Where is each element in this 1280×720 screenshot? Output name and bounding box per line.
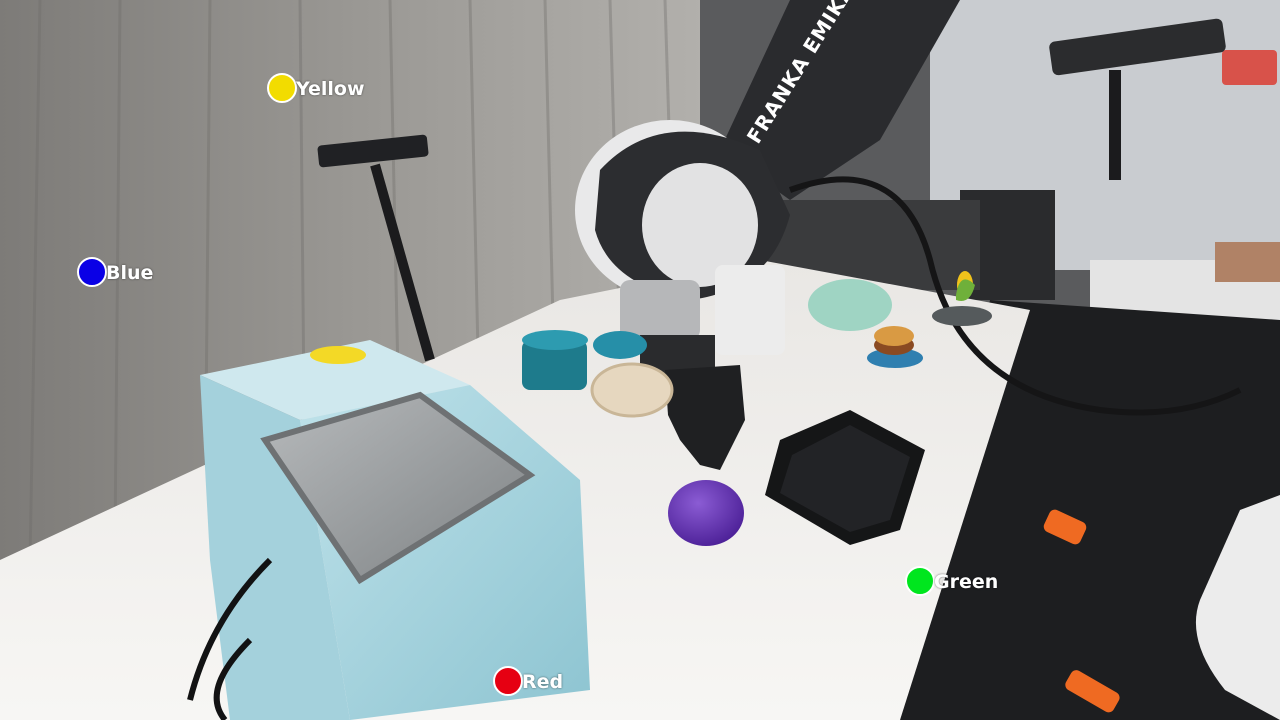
purple-ball	[668, 480, 744, 546]
red-marker-label: Red	[522, 671, 564, 693]
oven-sticker	[310, 346, 366, 364]
cardboard-box	[1215, 242, 1280, 282]
robot-upper-link	[720, 0, 960, 200]
blue-marker-label: Blue	[106, 262, 154, 284]
mint-bowl	[808, 279, 892, 331]
camera-left	[317, 134, 429, 168]
camera-right	[1049, 18, 1226, 76]
teal-dish	[593, 331, 647, 359]
beige-bowl	[590, 362, 674, 418]
tripod-left	[370, 163, 435, 362]
blue-marker-dot	[77, 257, 107, 287]
power-cord	[187, 557, 273, 720]
teal-pot	[522, 330, 588, 390]
robot-wrist	[620, 280, 700, 340]
toy-burger	[867, 326, 923, 368]
green-marker-label: Green	[934, 571, 999, 593]
oven-top	[200, 340, 470, 420]
oven-door	[260, 391, 536, 585]
right-clamps	[1043, 495, 1280, 720]
toy-corn	[932, 271, 992, 326]
green-marker-dot	[905, 566, 935, 596]
robot-elbow-cap	[642, 163, 758, 287]
yellow-marker-label: Yellow	[296, 78, 365, 100]
red-marker-dot	[493, 666, 523, 696]
red-sign	[1222, 50, 1277, 85]
robot-controller-box	[715, 265, 785, 355]
oven-front	[200, 375, 350, 720]
robot-gripper	[665, 365, 745, 470]
toaster-oven	[200, 340, 590, 720]
robot-cable	[788, 176, 1242, 416]
robot-arm: FRANKA EMIKA	[575, 0, 960, 470]
yellow-marker-dot	[267, 73, 297, 103]
black-tray	[765, 410, 925, 545]
